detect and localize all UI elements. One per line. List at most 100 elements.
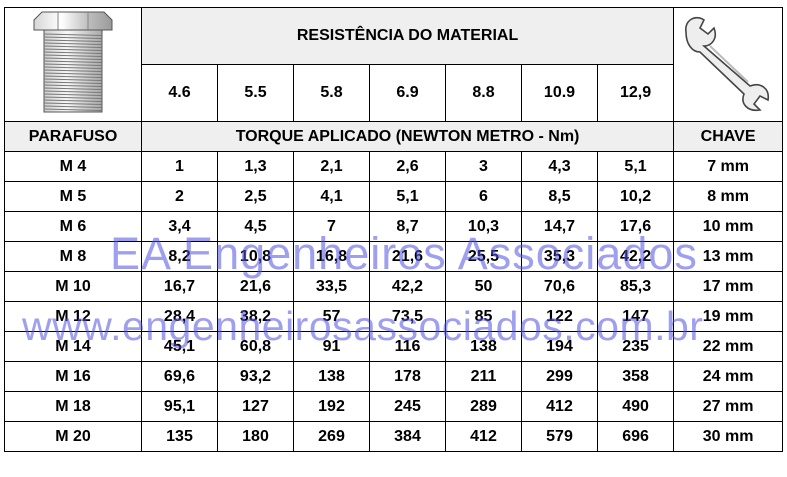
torque-value-cell: 21,6 [217,271,294,302]
torque-value-cell: 42,2 [369,271,446,302]
torque-value-cell: 8,7 [369,211,446,242]
torque-value-cell: 60,8 [217,331,294,362]
torque-value-cell: 412 [521,391,598,422]
torque-value-cell: 4,1 [293,181,370,212]
torque-value-cell: 135 [141,421,218,452]
wrench-size-cell: 8 mm [673,181,784,212]
grade-cell: 5.5 [217,64,294,122]
torque-value-cell: 6 [445,181,522,212]
torque-value-cell: 10,3 [445,211,522,242]
torque-value-cell: 696 [596,421,675,452]
bolt-size-cell: M 18 [4,391,142,422]
torque-value-cell: 93,2 [217,361,294,392]
torque-value-cell: 194 [521,331,598,362]
torque-value-cell: 10,2 [596,181,675,212]
torque-value-cell: 5,1 [596,151,675,182]
torque-value-cell: 7 [293,211,370,242]
torque-value-cell: 5,1 [369,181,446,212]
torque-value-cell: 358 [596,361,675,392]
wrench-image-cell [673,7,784,122]
torque-value-cell: 95,1 [141,391,218,422]
torque-value-cell: 412 [445,421,522,452]
torque-value-cell: 192 [293,391,370,422]
table-row: M 10 16,7 21,6 33,5 42,2 50 70,6 85,3 17 mm [4,271,784,302]
table-row: M 18 95,1 127 192 245 289 412 490 27 mm [4,391,784,422]
table-row: M 12 28,4 38,2 57 73,5 85 122 147 19 mm [4,301,784,332]
wrench-size-cell: 22 mm [673,331,784,362]
torque-value-cell: 1,3 [217,151,294,182]
bolt-size-cell: M 12 [4,301,142,332]
wrench-size-cell: 10 mm [673,211,784,242]
torque-value-cell: 180 [217,421,294,452]
torque-value-cell: 85,3 [596,271,675,302]
torque-value-cell: 70,6 [521,271,598,302]
torque-value-cell: 85 [445,301,522,332]
torque-value-cell: 116 [369,331,446,362]
grade-cell: 6.9 [369,64,446,122]
torque-value-cell: 178 [369,361,446,392]
bolt-size-cell: M 5 [4,181,142,212]
torque-value-cell: 38,2 [217,301,294,332]
torque-value-cell: 45,1 [141,331,218,362]
wrench-size-cell: 13 mm [673,241,784,272]
bolt-column-header: PARAFUSO [4,121,142,152]
bolt-size-cell: M 14 [4,331,142,362]
bolt-size-cell: M 4 [4,151,142,182]
torque-value-cell: 69,6 [141,361,218,392]
wrench-column-header: CHAVE [673,121,784,152]
torque-value-cell: 10,8 [217,241,294,272]
wrench-size-cell: 19 mm [673,301,784,332]
table-row: M 20 135 180 269 384 412 579 696 30 mm [4,421,784,452]
table-row: M 8 8,2 10,8 16,8 21,6 25,5 35,3 42,2 13 mm [4,241,784,272]
torque-value-cell: 211 [445,361,522,392]
grade-cell: 5.8 [293,64,370,122]
bolt-size-cell: M 8 [4,241,142,272]
wrench-size-cell: 7 mm [673,151,784,182]
torque-value-cell: 14,7 [521,211,598,242]
wrench-size-cell: 27 mm [673,391,784,422]
torque-value-cell: 2 [141,181,218,212]
torque-value-cell: 2,5 [217,181,294,212]
torque-value-cell: 16,7 [141,271,218,302]
title-row: RESISTÊNCIA DO MATERIAL [4,7,784,122]
torque-value-cell: 4,3 [521,151,598,182]
torque-value-cell: 127 [217,391,294,422]
bolt-size-cell: M 20 [4,421,142,452]
torque-value-cell: 17,6 [596,211,675,242]
wrench-size-cell: 24 mm [673,361,784,392]
torque-value-cell: 4,5 [217,211,294,242]
grade-row: 4.6 5.5 5.8 6.9 8.8 10.9 12,9 [5,64,783,122]
torque-value-cell: 235 [596,331,675,362]
torque-value-cell: 138 [445,331,522,362]
torque-value-cell: 35,3 [521,241,598,272]
grade-cell: 4.6 [141,64,218,122]
torque-value-cell: 91 [293,331,370,362]
torque-value-cell: 384 [369,421,446,452]
column-header-row: PARAFUSO TORQUE APLICADO (NEWTON METRO -… [4,121,784,152]
torque-value-cell: 50 [445,271,522,302]
bolt-image-cell [4,7,142,122]
torque-value-cell: 2,6 [369,151,446,182]
torque-value-cell: 490 [596,391,675,422]
table-row: M 4 1 1,3 2,1 2,6 3 4,3 5,1 7 mm [4,151,784,182]
torque-value-cell: 57 [293,301,370,332]
bolt-size-cell: M 6 [4,211,142,242]
torque-value-cell: 8,2 [141,241,218,272]
torque-column-header: TORQUE APLICADO (NEWTON METRO - Nm) [140,121,675,152]
torque-value-cell: 122 [521,301,598,332]
hex-bolt-icon [33,11,113,113]
torque-value-cell: 245 [369,391,446,422]
torque-value-cell: 3 [445,151,522,182]
torque-table: RESISTÊNCIA DO MATERIAL 4.6 5.5 5.8 6.9 8.8 1… [4,7,784,452]
grade-cell: 12,9 [596,64,675,122]
bolt-size-cell: M 10 [4,271,142,302]
grade-cell: 8.8 [445,64,522,122]
torque-value-cell: 73,5 [369,301,446,332]
torque-value-cell: 299 [521,361,598,392]
torque-value-cell: 33,5 [293,271,370,302]
wrench-size-cell: 17 mm [673,271,784,302]
torque-value-cell: 3,4 [141,211,218,242]
material-strength-title: RESISTÊNCIA DO MATERIAL [140,7,675,65]
torque-value-cell: 25,5 [445,241,522,272]
torque-value-cell: 1 [141,151,218,182]
